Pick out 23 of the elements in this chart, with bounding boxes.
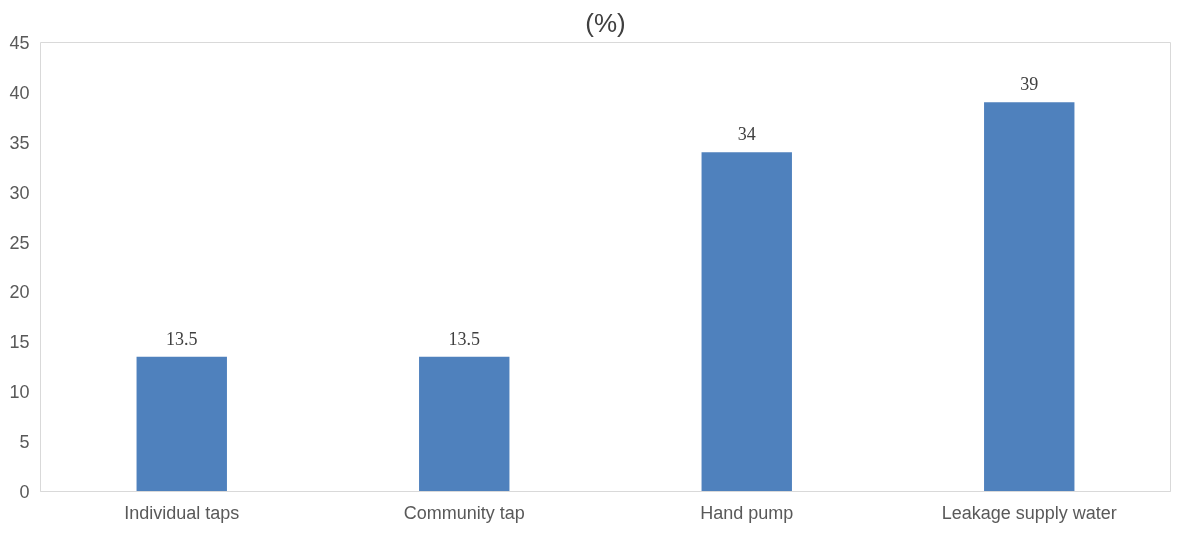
y-tick-label: 35 <box>9 132 30 153</box>
data-label: 34 <box>737 124 756 145</box>
bar <box>136 356 227 492</box>
y-tick-label: 0 <box>19 482 30 502</box>
y-tick-label: 40 <box>9 82 30 103</box>
x-tick-label: Hand pump <box>700 502 794 523</box>
y-tick-label: 5 <box>19 432 30 453</box>
y-tick-label: 25 <box>9 232 30 253</box>
y-tick-label: 10 <box>9 382 30 403</box>
y-tick-label: 20 <box>9 282 30 303</box>
y-tick-label: 15 <box>9 332 30 353</box>
bar <box>701 152 792 492</box>
y-tick-label: 45 <box>9 33 30 53</box>
bar <box>419 356 510 492</box>
y-tick-label: 30 <box>9 182 30 203</box>
x-tick-label: Leakage supply water <box>941 502 1117 523</box>
data-label: 13.5 <box>448 328 480 349</box>
data-label: 13.5 <box>166 328 198 349</box>
x-tick-label: Individual taps <box>124 502 240 523</box>
data-label: 39 <box>1020 74 1039 95</box>
x-tick-label: Community tap <box>403 502 525 523</box>
bar <box>984 102 1075 492</box>
chart-title: (%) <box>585 7 626 38</box>
